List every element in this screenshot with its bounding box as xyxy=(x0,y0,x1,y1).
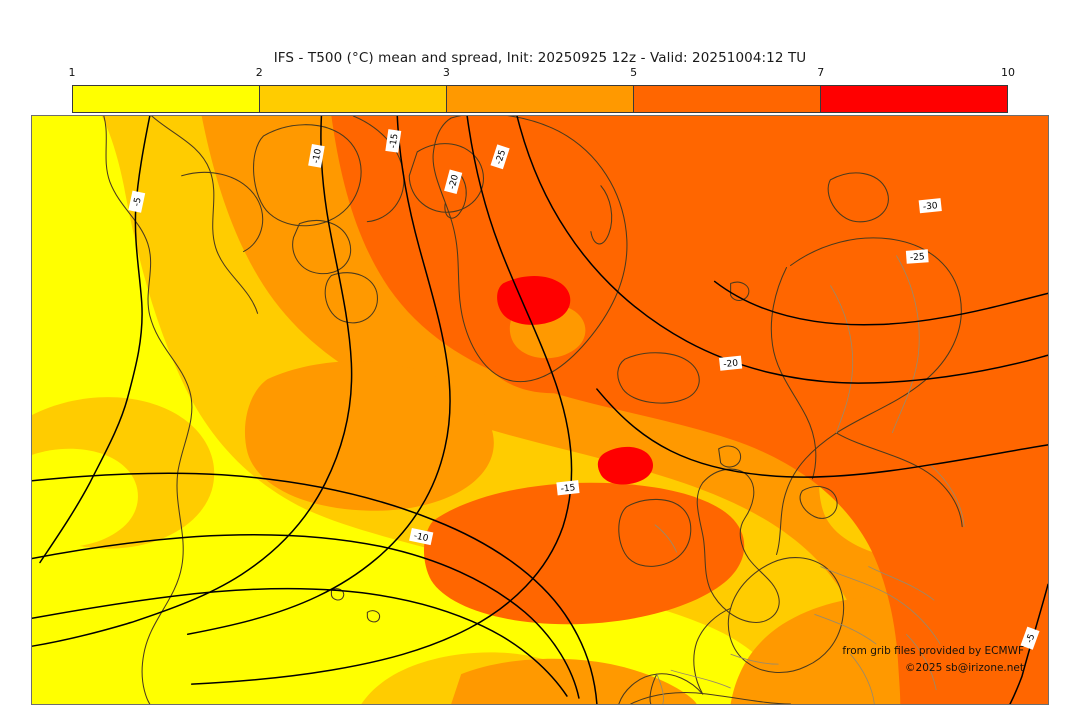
contour-label--10b: -10 xyxy=(413,531,430,544)
contour-label-box xyxy=(444,169,463,195)
coast-greenland xyxy=(432,116,628,383)
coast-portugal xyxy=(649,673,658,704)
band-5-7-atlantic-tongue xyxy=(423,482,745,625)
border-iberia-spain xyxy=(670,669,731,689)
band-7-10-west-ireland xyxy=(597,446,654,485)
contour-label-box xyxy=(128,190,146,213)
colorbar: 1 2 3 5 7 10 xyxy=(69,66,1015,113)
band-7-10-greenland xyxy=(497,275,571,325)
colorbar-segment-7-10 xyxy=(821,86,1007,112)
coast-france-biscay xyxy=(693,607,732,695)
contour--30 xyxy=(713,280,1048,326)
colorbar-tick-2: 2 xyxy=(255,66,263,79)
contour--15b xyxy=(32,587,568,697)
coast-arctic-island-c xyxy=(408,143,484,213)
map-svg: -5 -10 -15 -20 -25 xyxy=(32,116,1048,704)
contour-label-box xyxy=(1020,626,1040,650)
contour-label--15: -15 xyxy=(388,133,400,149)
contour--5b xyxy=(1009,583,1048,704)
colorbar-tick-3: 3 xyxy=(442,66,450,79)
border-france-spain xyxy=(730,653,779,665)
contour-label--20b: -20 xyxy=(723,359,739,370)
coast-great-britain xyxy=(696,468,780,623)
colorbar-tick-5: 5 xyxy=(630,66,638,79)
contour-label--5: -5 xyxy=(132,197,144,208)
contour-label-box xyxy=(905,249,929,264)
coast-janmayen xyxy=(730,281,750,301)
colorbar-tick-1: 1 xyxy=(68,66,76,79)
colorbar-segment-1-2 xyxy=(73,86,260,112)
coast-azores-a xyxy=(330,588,345,601)
colorbar-gradient xyxy=(72,85,1008,113)
contour-label-layer: -5 -10 -15 -20 -25 xyxy=(128,129,1040,650)
border-balkans xyxy=(905,633,937,691)
contour-label-box xyxy=(719,355,743,371)
border-alps xyxy=(814,613,877,645)
band-5-7-greenland-tail xyxy=(420,285,488,336)
colorbar-segment-3-5 xyxy=(447,86,634,112)
spread-shading-layer xyxy=(32,116,1048,704)
contour-label--30: -30 xyxy=(923,201,939,212)
border-baltic-states xyxy=(929,464,965,527)
coast-labrador xyxy=(151,116,259,314)
contour-label--20: -20 xyxy=(448,173,462,190)
colorbar-segment-2-3 xyxy=(260,86,447,112)
border-central-europe xyxy=(820,566,941,645)
contour-mid-atlantic xyxy=(32,472,598,704)
contour-label-box xyxy=(409,527,434,546)
coast-greenland-west-detail xyxy=(444,175,467,219)
coast-scandinavia xyxy=(776,237,962,556)
contour-label--15b: -15 xyxy=(560,483,576,494)
contour-label--25: -25 xyxy=(494,149,508,166)
border-finland xyxy=(891,255,920,434)
colorbar-tick-labels: 1 2 3 5 7 10 xyxy=(68,66,1016,82)
band-5-7 xyxy=(331,116,1048,704)
contour-label-box xyxy=(308,143,325,168)
contour-label-box xyxy=(918,198,942,214)
border-italy xyxy=(850,653,875,704)
contour-label-box xyxy=(556,480,580,496)
coast-north-africa xyxy=(630,692,792,704)
contour--25 xyxy=(516,116,1048,384)
border-germany-poland xyxy=(868,566,935,601)
coast-north-america xyxy=(103,116,193,704)
coast-iceland xyxy=(617,352,700,404)
coast-greenland-east-detail xyxy=(590,185,613,245)
contour-label--25b: -25 xyxy=(910,252,925,263)
map-canvas[interactable]: -5 -10 -15 -20 -25 xyxy=(31,115,1049,705)
coast-azores-b xyxy=(366,610,381,623)
contour-label--10: -10 xyxy=(311,148,323,164)
contour--20 xyxy=(190,116,573,685)
coast-ireland xyxy=(618,498,692,567)
colorbar-segment-5-7 xyxy=(634,86,821,112)
contour-label-box xyxy=(385,129,402,153)
band-3-5-mid-atlantic xyxy=(244,361,494,511)
coast-scotland-isles xyxy=(718,445,742,468)
coast-norway-west xyxy=(770,266,817,480)
colorbar-tick-7: 7 xyxy=(817,66,825,79)
contour--20b xyxy=(596,388,1048,478)
border-uk-ireland xyxy=(654,524,678,553)
contour--10b xyxy=(32,533,580,699)
contour--10-left xyxy=(32,116,353,647)
coast-svalbard xyxy=(827,172,889,223)
band-1-2-west-pocket xyxy=(32,448,138,548)
page-title: IFS - T500 (°C) mean and spread, Init: 2… xyxy=(273,50,807,66)
contour-label-box xyxy=(490,144,510,170)
border-portugal xyxy=(656,673,664,704)
border-scandinavia xyxy=(830,285,854,434)
coast-denmark xyxy=(799,486,838,519)
coast-arctic-island-b xyxy=(324,272,378,324)
contour-layer xyxy=(32,116,1048,704)
colorbar-tick-10: 10 xyxy=(1001,66,1015,79)
contour--15 xyxy=(186,116,451,635)
contour-label--5b: -5 xyxy=(1025,633,1037,645)
border-layer xyxy=(654,255,965,704)
coast-hudson xyxy=(181,171,264,253)
